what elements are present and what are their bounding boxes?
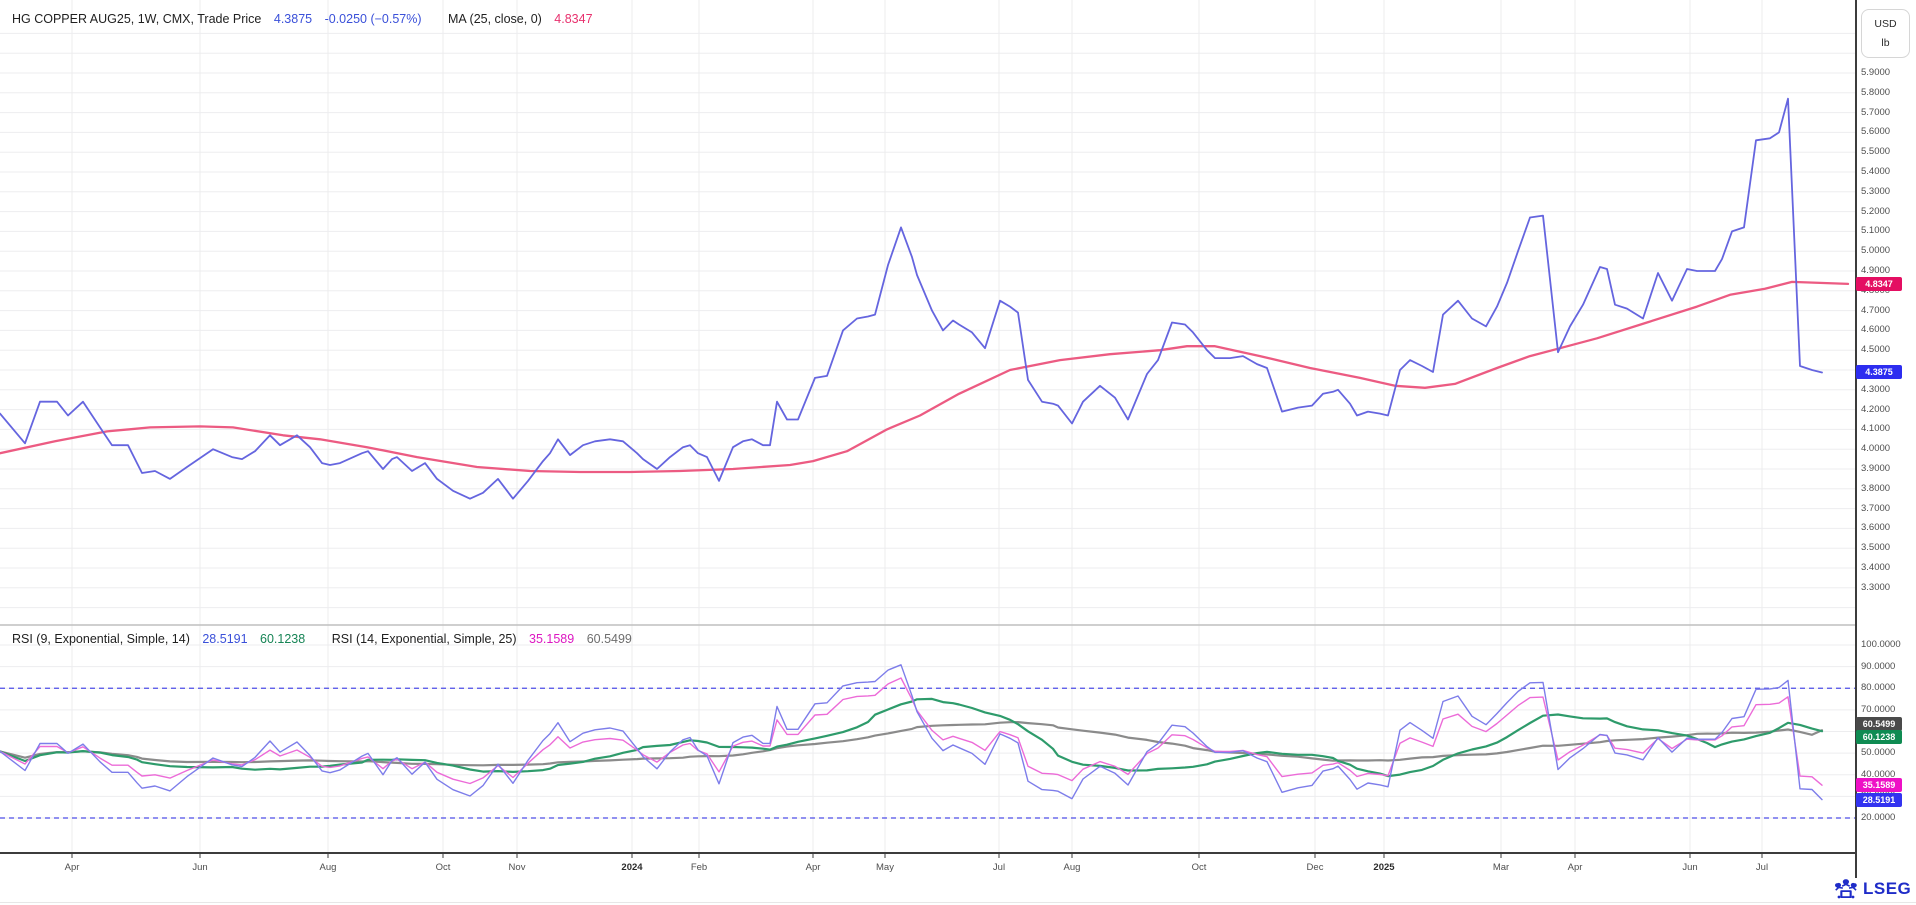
time-axis-label: 2024: [621, 862, 643, 873]
rsi9-sma-line: [0, 697, 1824, 778]
lseg-logo-text: LSEG: [1863, 879, 1912, 898]
instrument-title: HG COPPER AUG25, 1W, CMX, Trade Price: [12, 12, 262, 26]
time-axis-label: Jun: [192, 862, 208, 873]
time-axis-label: Apr: [805, 862, 821, 873]
time-axis-label: 2025: [1373, 862, 1395, 873]
time-axis-divider[interactable]: [0, 852, 1856, 854]
rsi1-label: RSI (9, Exponential, Simple, 14): [12, 632, 190, 646]
time-axis-label: Jun: [1682, 862, 1698, 873]
rsi-tick-label: 20.0000: [1861, 812, 1896, 823]
price-line: [0, 97, 1823, 500]
price-tick-label: 5.8000: [1861, 86, 1891, 98]
rsi14-line: [0, 677, 1823, 786]
ma-indicator-label: MA (25, close, 0): [448, 12, 542, 26]
rsi-tick-label: 90.0000: [1861, 660, 1896, 672]
rsi9-line: [0, 664, 1823, 801]
price-tick-label: 5.3000: [1861, 185, 1891, 197]
price-tick-label: 3.7000: [1861, 502, 1891, 514]
window-bottom-border: [0, 902, 1916, 903]
price-tick-label: 5.6000: [1861, 126, 1891, 138]
ma-line: [0, 280, 1850, 474]
price-tick-label: 4.9000: [1861, 265, 1891, 276]
time-axis-label: Oct: [435, 862, 451, 873]
price-tick-label: 4.5000: [1861, 344, 1891, 356]
price-tick-label: 5.5000: [1861, 146, 1891, 158]
price-tick-label: 5.0000: [1861, 245, 1891, 257]
time-axis-label: Nov: [508, 862, 526, 873]
price-tick-label: 5.1000: [1861, 225, 1891, 237]
rsi2-value: 35.1589: [529, 632, 575, 646]
time-axis-label: Jul: [992, 862, 1006, 873]
rsi1-avg-value: 60.1238: [260, 632, 306, 646]
axis-price-badge: 60.1238: [1856, 730, 1902, 745]
time-axis-label: Jul: [1755, 862, 1769, 873]
time-axis-label: Feb: [690, 862, 708, 873]
rsi2-label: RSI (14, Exponential, Simple, 25): [331, 632, 517, 646]
price-tick-label: 3.8000: [1861, 482, 1891, 494]
axis-unit-currency: USD: [1874, 17, 1897, 30]
price-tick-label: 3.6000: [1861, 522, 1891, 534]
axis-unit-box[interactable]: USD lb: [1861, 9, 1910, 58]
axis-price-badge: 28.5191: [1856, 792, 1902, 807]
time-axis-label: Aug: [319, 862, 337, 873]
rsi2-avg-value: 60.5499: [586, 632, 632, 646]
price-tick-label: 5.2000: [1861, 205, 1891, 217]
price-tick-label: 4.1000: [1861, 423, 1891, 435]
price-tick-label: 5.7000: [1861, 106, 1891, 118]
axis-price-badge: 35.1589: [1856, 778, 1902, 793]
price-tick-label: 4.6000: [1861, 324, 1891, 336]
axis-price-badge: 4.8347: [1856, 276, 1902, 291]
time-axis-label: Apr: [64, 862, 80, 873]
time-axis-label: May: [876, 862, 894, 873]
ma-indicator-value: 4.8347: [554, 12, 593, 26]
price-pane-legend: HG COPPER AUG25, 1W, CMX, Trade Price 4.…: [12, 12, 602, 26]
price-tick-label: 3.5000: [1861, 542, 1891, 554]
lseg-crest-icon: [1835, 879, 1857, 899]
axis-price-badge: 4.3875: [1856, 365, 1902, 380]
time-axis-label: Aug: [1063, 862, 1081, 873]
time-axis-label: Apr: [1567, 862, 1583, 873]
rsi-tick-label: 70.0000: [1861, 703, 1896, 715]
price-tick-label: 5.4000: [1861, 166, 1891, 177]
time-axis-label: Dec: [1306, 862, 1324, 873]
price-tick-label: 3.3000: [1861, 581, 1891, 593]
price-tick-label: 4.3000: [1861, 383, 1891, 395]
rsi-tick-label: 50.0000: [1861, 747, 1896, 759]
price-tick-label: 3.9000: [1861, 463, 1891, 474]
rsi-pane-legend: RSI (9, Exponential, Simple, 14) 28.5191…: [12, 632, 641, 646]
rsi-tick-label: 100.0000: [1861, 639, 1901, 650]
price-tick-label: 4.0000: [1861, 443, 1891, 455]
axis-price-badge: 60.5499: [1856, 717, 1902, 732]
price-tick-label: 4.2000: [1861, 403, 1891, 415]
time-axis-label: Oct: [1191, 862, 1207, 873]
rsi1-value: 28.5191: [202, 632, 248, 646]
price-tick-label: 5.9000: [1861, 67, 1891, 78]
axis-unit-measure: lb: [1881, 37, 1890, 50]
rsi-tick-label: 40.0000: [1861, 768, 1896, 780]
time-axis-label: Mar: [1492, 862, 1510, 873]
rsi-tick-label: 80.0000: [1861, 682, 1896, 694]
last-price-value: 4.3875: [273, 12, 313, 26]
lseg-logo: LSEG: [1833, 877, 1911, 901]
price-tick-label: 3.4000: [1861, 562, 1891, 573]
price-change: -0.0250 (−0.57%): [324, 12, 422, 26]
price-tick-label: 4.7000: [1861, 304, 1891, 316]
price-axis-divider[interactable]: [1855, 0, 1857, 878]
